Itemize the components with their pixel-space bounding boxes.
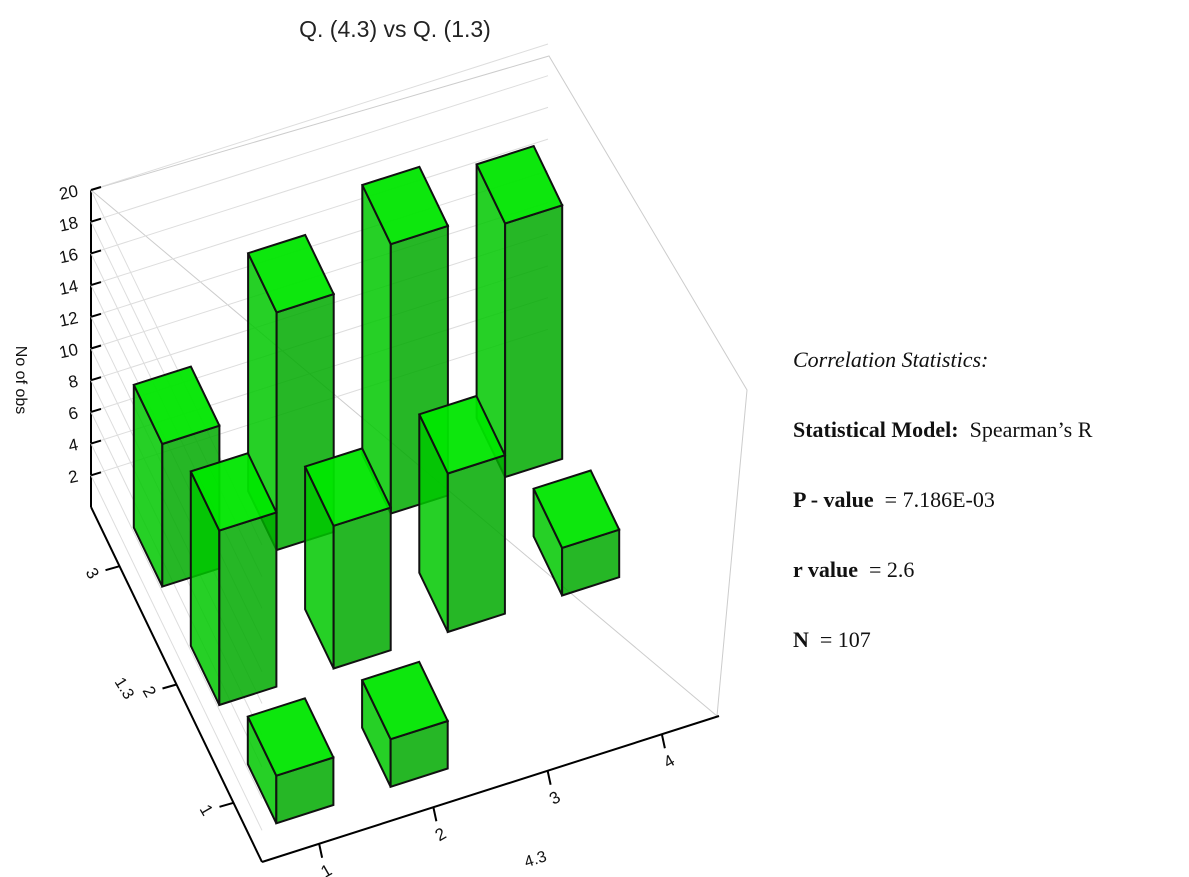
x-tick-label: 4 [660,751,678,772]
bar-front-face [218,511,278,707]
z-axis-label: No of obs [12,346,29,414]
stats-model-row: Statistical Model: Spearman’s R [793,414,1185,446]
z-tick [90,312,102,318]
bar-top-face [475,144,564,225]
x-tick-label: 3 [546,787,564,808]
z-tick [90,249,102,255]
stats-n-row: N = 107 [793,624,1185,656]
z-tick [90,344,102,350]
stats-p-value: = 7.186E-03 [884,487,995,512]
bar [303,447,393,670]
z-tick-label: 12 [57,308,79,331]
correlation-stats: Correlation Statistics: Statistical Mode… [793,344,1185,694]
bar [475,144,564,479]
stats-n-label: N [793,627,809,652]
stats-model-value: Spearman’s R [969,417,1093,442]
stats-heading: Correlation Statistics: [793,347,989,372]
y-tick-label: 2 [139,683,160,701]
bar-top-face [246,233,336,314]
z-tick-label: 20 [57,181,79,204]
z-tick-label: 4 [67,435,80,456]
x-tick-label: 1 [318,860,336,877]
bar [189,451,278,707]
bar-top-face [246,697,335,777]
z-tick-label: 8 [67,372,80,393]
z-tick [90,471,102,477]
back-wall [89,55,748,717]
bar-front-face [446,453,506,634]
bar-front-face [332,506,392,670]
bar-top-face [360,165,450,246]
stats-r-value: = 2.6 [868,557,915,582]
bar [417,394,507,634]
z-tick [90,407,102,413]
bar [532,469,621,597]
bar [246,697,335,825]
z-tick-label: 18 [57,213,79,236]
stats-n-value: = 107 [819,627,871,652]
stats-p-label: P - value [793,487,874,512]
bars [132,144,621,825]
z-tick [90,281,102,287]
z-tick-label: 10 [57,340,79,363]
y-tick [162,683,177,690]
bar [360,660,450,789]
y-axis-label: 1.3 [111,675,137,703]
y-tick [219,801,234,808]
bar-front-face [504,203,564,479]
x-axis-label: 4.3 [522,848,549,871]
stats-r-label: r value [793,557,858,582]
z-tick-label: 2 [67,467,80,488]
z-tick-label: 14 [57,276,79,299]
bar-top-face [417,394,507,475]
y-tick-label: 3 [82,565,103,583]
x-tick [432,807,438,822]
bar-top-face [360,660,450,741]
bar-top-face [532,469,621,550]
stats-model-label: Statistical Model: [793,417,959,442]
bar-top-face [303,447,393,528]
stats-p-row: P - value = 7.186E-03 [793,484,1185,516]
x-tick [318,843,324,858]
x-tick [660,734,666,749]
x-tick-label: 2 [432,824,450,845]
y-tick [105,565,120,572]
z-tick [90,217,102,223]
chart-title: Q. (4.3) vs Q. (1.3) [299,16,491,42]
z-tick [90,376,102,382]
bar-top-face [189,451,278,532]
stats-r-row: r value = 2.6 [793,554,1185,586]
z-axis: 2 4 6 8 10 12 14 16 18 20 [57,181,102,488]
z-tick-label: 16 [57,245,79,268]
bar-top-face [132,365,221,446]
floor-front-edge [261,715,720,863]
x-tick [546,770,552,785]
z-tick [90,439,102,445]
z-tick-label: 6 [67,403,80,424]
z-tick [90,186,102,191]
y-tick-label: 1 [196,801,217,819]
x-axis: 1 2 3 4 [318,734,678,877]
